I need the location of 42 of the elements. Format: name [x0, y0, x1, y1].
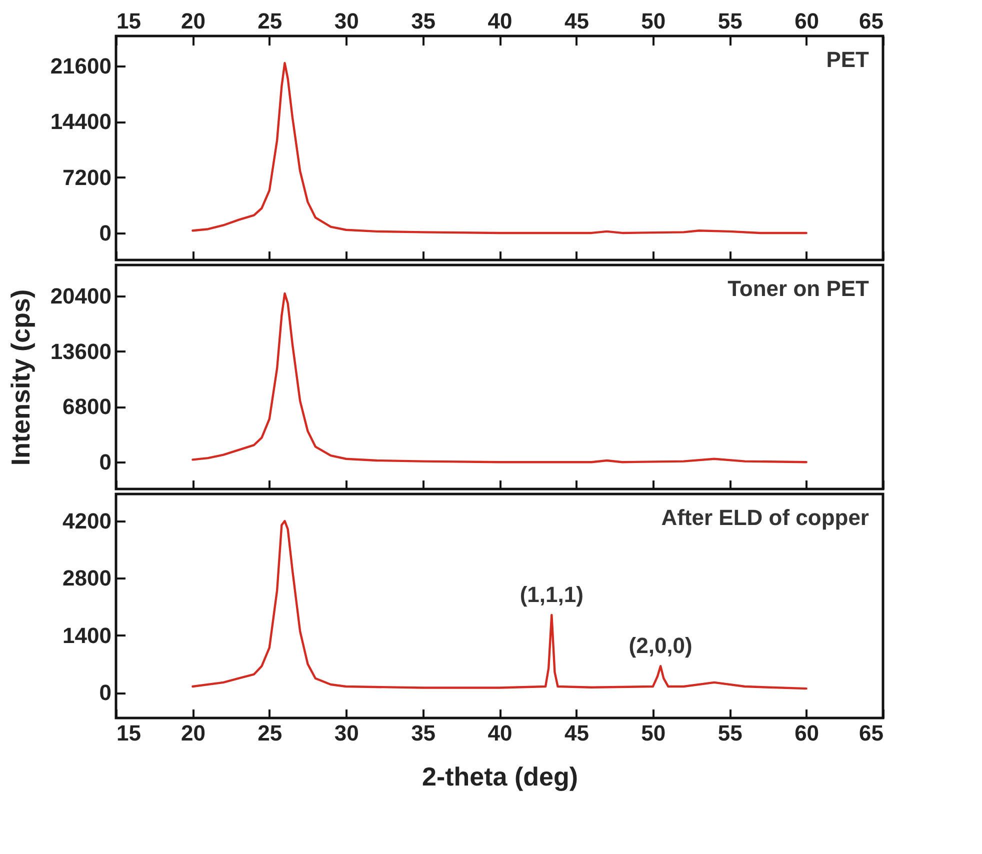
x2-tick-label: 20: [180, 8, 206, 34]
x-tick-label: 55: [718, 720, 742, 746]
annotation: After ELD of copper: [661, 505, 870, 530]
y-tick-label: 0: [99, 220, 112, 246]
y-tick-label: 21600: [50, 54, 112, 79]
x2-tick-label: 30: [334, 8, 359, 34]
x2-tick-label: 55: [718, 8, 742, 34]
y-tick-label: 13600: [50, 338, 112, 364]
y-tick-label: 1400: [62, 622, 112, 648]
x2-tick-label: 40: [488, 8, 512, 34]
x-tick-label: 30: [334, 720, 359, 746]
x2-tick-label: 15: [116, 8, 141, 34]
x2-tick-label: 25: [258, 8, 282, 34]
x-tick-label: 15: [116, 720, 141, 746]
annotation: Toner on PET: [728, 276, 870, 301]
x-tick-label: 35: [411, 720, 436, 746]
x-axis-title: 2-theta (deg): [422, 762, 578, 792]
x-tick-label: 45: [564, 720, 589, 746]
x2-tick-label: 50: [641, 8, 666, 34]
y-tick-label: 4200: [62, 508, 112, 534]
y-tick-label: 0: [99, 450, 112, 475]
x-tick-label: 65: [859, 720, 884, 746]
x2-tick-label: 35: [411, 8, 436, 34]
x-tick-label: 40: [488, 720, 512, 746]
annotation: (1,1,1): [520, 582, 584, 607]
y-axis-title: Intensity (cps): [5, 289, 36, 466]
line-series: [192, 62, 808, 234]
y-tick-label: 7200: [62, 164, 112, 190]
x2-tick-label: 65: [859, 8, 884, 34]
x2-tick-label: 60: [794, 8, 820, 34]
x-tick-label: 60: [794, 720, 820, 746]
y-tick-label: 6800: [62, 394, 112, 420]
x-tick-label: 50: [641, 720, 666, 746]
y-tick-label: 20400: [50, 283, 112, 308]
x-tick-label: 25: [258, 720, 282, 746]
y-tick-label: 14400: [50, 109, 112, 134]
annotation: PET: [826, 47, 870, 72]
y-tick-label: 0: [99, 680, 112, 706]
x2-tick-label: 45: [564, 8, 589, 34]
x-tick-label: 20: [180, 720, 206, 746]
y-tick-label: 2800: [62, 566, 112, 591]
annotation: (2,0,0): [628, 633, 692, 658]
